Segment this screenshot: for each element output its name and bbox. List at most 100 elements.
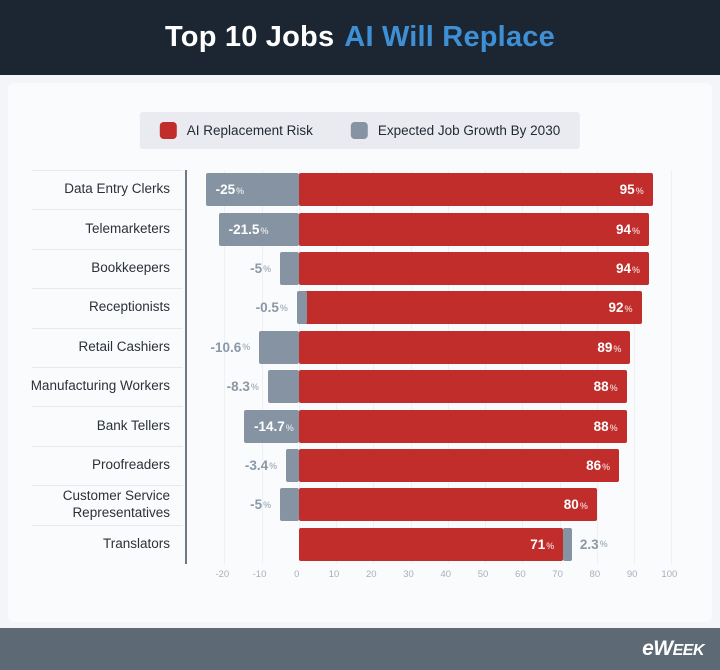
gridline [336,170,338,564]
growth-value-label: -14.7% [254,418,294,434]
eweek-logo: e W EEK [642,637,704,661]
gridline [596,170,598,564]
risk-value-label: 88% [593,418,618,434]
growth-value-label: -21.5% [228,221,269,237]
growth-bar [280,252,299,285]
risk-bar: 88% [298,370,627,404]
growth-bar [563,527,572,561]
x-axis-tick-label: 10 [328,569,340,580]
x-axis-tick-label: 90 [626,569,638,580]
growth-value-label: -5% [250,261,272,276]
risk-bar: 80% [298,488,597,522]
growth-value-label: -8.3% [226,379,259,395]
x-axis-tick-label: -10 [252,569,267,580]
category-label: Bank Tellers [96,417,170,433]
growth-bar: -25% [205,173,299,207]
growth-bar [259,330,299,364]
legend-item-growth: Expected Job Growth By 2030 [350,122,561,139]
page-title-highlight: AI Will Replace [344,21,555,53]
risk-value-label: 71% [530,536,555,552]
logo-letter-w: W [653,637,673,660]
category-label: Data Entry Clerks [64,181,170,197]
gridline [447,170,449,564]
chart-legend: AI Replacement Risk Expected Job Growth … [139,112,581,149]
gridline [671,170,673,564]
row-separator [32,327,183,329]
legend-label-risk: AI Replacement Risk [186,123,313,138]
logo-letters-eek: EEK [672,642,705,659]
risk-value-label: 80% [563,497,588,513]
row-separator [32,248,183,250]
gridline [261,170,263,564]
row-separator [32,485,183,487]
gridline [559,170,561,564]
gridline [485,170,487,564]
growth-bar [296,291,307,325]
category-label: Telemarketers [85,220,170,236]
category-label: Proofreaders [91,457,170,473]
x-axis-tick-label: 80 [589,569,601,580]
row-separator [32,170,183,171]
category-labels-column: Data Entry Clerks Telemarketers Bookkeeper… [18,170,183,564]
x-axis-tick-label: 70 [552,569,563,580]
bar-plot-area: 95% -25% 94% -21.5% 94% -5% 92% -0.5% 89% -10.6% 8… [185,170,688,564]
row-separator [32,406,183,408]
growth-value-label: -0.5% [255,300,288,316]
row-separator [32,524,183,526]
growth-bar [267,370,299,404]
growth-value-label: -10.6% [210,339,251,355]
risk-value-label: 94% [615,261,640,276]
risk-swatch-icon [159,122,177,139]
risk-value-label: 88% [593,379,618,395]
category-label: Receptionists [88,299,170,315]
category-label: Translators [102,535,170,551]
header-banner: Top 10 Jobs AI Will Replace [0,0,720,75]
risk-bar: 94% [298,212,649,246]
risk-bar: 94% [298,252,649,285]
growth-bar: -21.5% [218,212,299,246]
footer-banner: e W EEK [0,628,720,670]
gridline [298,170,300,564]
x-axis-tick-label: 50 [477,569,489,580]
risk-value-label: 94% [615,221,640,237]
risk-bar: 71% [298,527,564,561]
row-separator [32,288,183,290]
category-label: Manufacturing Workers [30,378,170,394]
risk-value-label: 89% [597,339,622,355]
row-separator [32,209,183,211]
page-title: Top 10 Jobs AI Will Replace [165,21,555,54]
risk-bar: 92% [298,291,642,325]
row-separator [32,367,183,368]
risk-bar: 89% [298,330,631,364]
growth-swatch-icon [350,122,368,139]
x-axis-tick-label: 20 [365,569,377,580]
gridline [224,170,226,564]
gridline [634,170,636,564]
legend-item-risk: AI Replacement Risk [159,122,313,139]
growth-bar [280,488,299,522]
gridline [410,170,412,564]
risk-bar: 86% [298,449,620,482]
x-axis-tick-label: 0 [294,569,300,580]
growth-bar: -14.7% [244,409,299,443]
risk-bar: 95% [298,173,653,207]
legend-label-growth: Expected Job Growth By 2030 [377,123,561,138]
x-axis-tick-label: 30 [403,569,414,580]
growth-bar [286,449,299,482]
category-label: Bookkeepers [91,260,170,276]
risk-value-label: 86% [586,458,611,473]
growth-value-label: -3.4% [244,458,278,473]
x-axis: -20 -10 0 10 20 30 40 50 60 70 80 90 100 [185,569,688,585]
logo-letter-e: e [642,637,654,660]
x-axis-tick-label: 100 [661,569,678,580]
growth-value-label: -5% [250,497,272,513]
growth-value-label: 2.3% [579,536,608,552]
gridline [522,170,524,564]
x-axis-tick-label: -20 [215,569,230,580]
page-title-prefix: Top 10 Jobs [165,21,335,53]
x-axis-tick-label: 60 [515,569,526,580]
category-label: Customer Service Representatives [62,488,170,520]
gridline [373,170,375,564]
category-label: Retail Cashiers [78,338,170,354]
